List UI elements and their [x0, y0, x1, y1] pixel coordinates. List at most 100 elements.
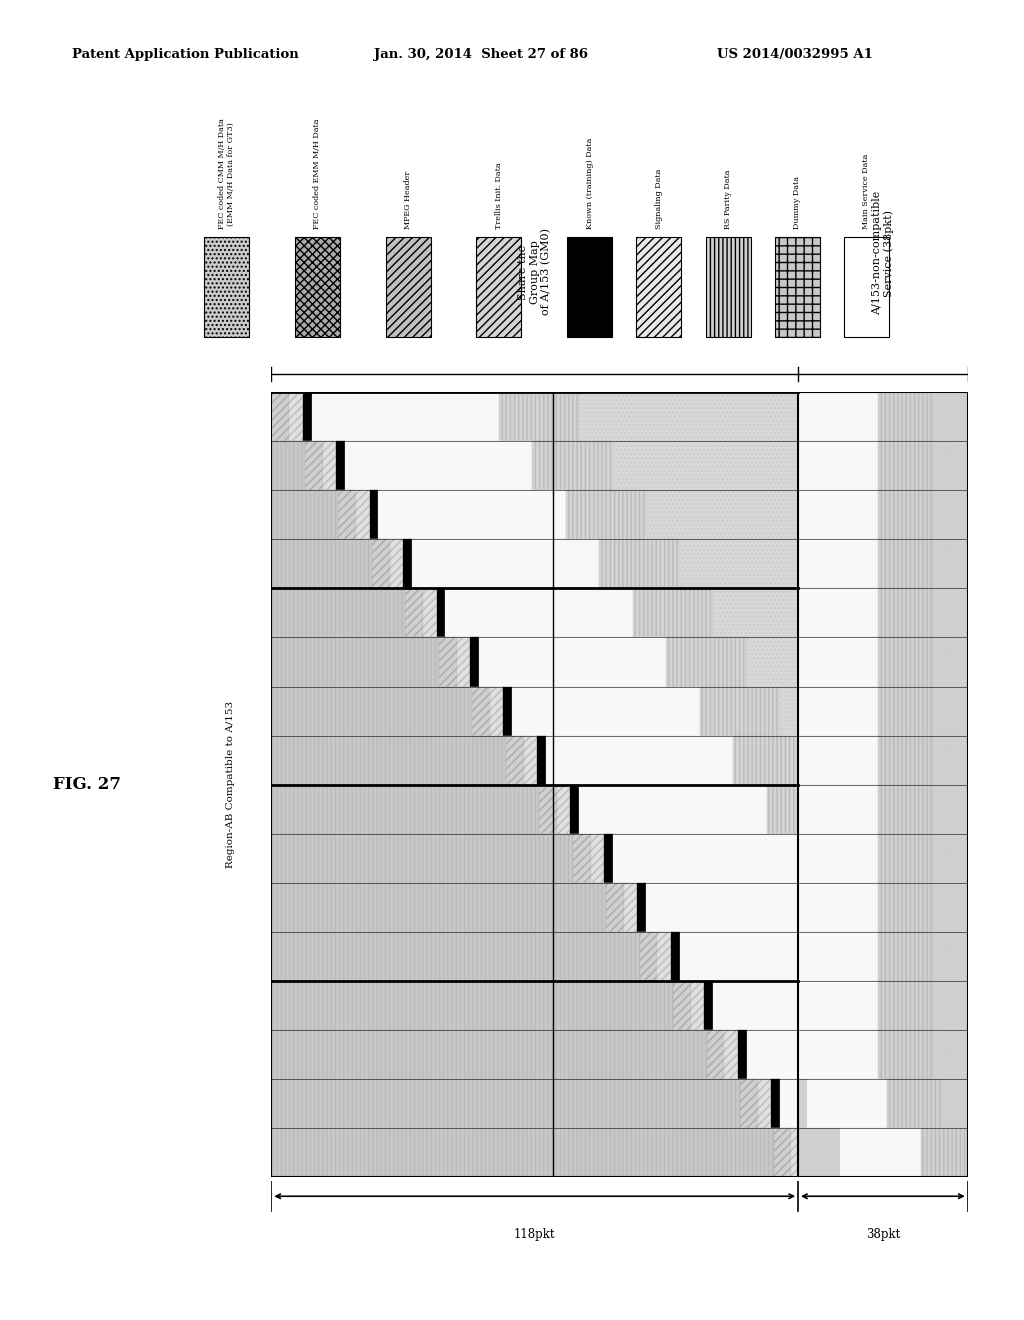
- Bar: [289, 392, 303, 441]
- Bar: [798, 441, 968, 490]
- Bar: [271, 883, 606, 932]
- Bar: [472, 686, 490, 735]
- Bar: [657, 932, 671, 981]
- Bar: [591, 834, 604, 883]
- Bar: [512, 686, 699, 735]
- Bar: [271, 784, 540, 834]
- Text: 38pkt: 38pkt: [865, 1228, 900, 1241]
- Bar: [633, 589, 714, 638]
- Bar: [504, 686, 512, 735]
- Bar: [879, 932, 932, 981]
- Bar: [323, 441, 336, 490]
- Text: Share the
Group Map
of A/153 (GM0): Share the Group Map of A/153 (GM0): [518, 228, 552, 315]
- Bar: [841, 1129, 921, 1177]
- Bar: [271, 589, 406, 638]
- Bar: [336, 441, 345, 490]
- Text: FEC coded EMM M/H Data: FEC coded EMM M/H Data: [313, 119, 322, 230]
- Bar: [624, 883, 637, 932]
- Bar: [673, 981, 691, 1030]
- Bar: [271, 834, 572, 883]
- Bar: [680, 932, 798, 981]
- Bar: [798, 589, 968, 638]
- Bar: [271, 1030, 707, 1080]
- Bar: [775, 238, 819, 338]
- Bar: [771, 1080, 780, 1129]
- Bar: [733, 735, 798, 784]
- Bar: [372, 540, 390, 589]
- Bar: [479, 638, 667, 686]
- Bar: [271, 1129, 798, 1177]
- Bar: [798, 490, 968, 540]
- Bar: [406, 589, 423, 638]
- Bar: [879, 540, 932, 589]
- Bar: [798, 932, 968, 981]
- Bar: [637, 883, 646, 932]
- Bar: [746, 1030, 798, 1080]
- Bar: [798, 1030, 968, 1080]
- Bar: [546, 735, 733, 784]
- Bar: [423, 589, 436, 638]
- Bar: [271, 1030, 798, 1080]
- Bar: [879, 686, 932, 735]
- Bar: [691, 981, 705, 1030]
- Text: Signaling Data: Signaling Data: [654, 169, 663, 230]
- Bar: [714, 981, 798, 1030]
- Bar: [271, 735, 506, 784]
- Bar: [879, 735, 932, 784]
- Bar: [379, 490, 566, 540]
- Bar: [798, 735, 968, 784]
- Bar: [567, 238, 612, 338]
- Bar: [792, 1129, 798, 1177]
- Bar: [271, 932, 640, 981]
- Bar: [606, 883, 624, 932]
- Bar: [303, 392, 311, 441]
- Bar: [798, 392, 879, 441]
- Bar: [879, 1030, 932, 1080]
- Bar: [390, 540, 403, 589]
- Bar: [879, 392, 932, 441]
- Bar: [295, 238, 340, 338]
- Bar: [879, 834, 932, 883]
- Text: Known (training) Data: Known (training) Data: [586, 139, 594, 230]
- Bar: [879, 981, 932, 1030]
- Bar: [798, 686, 968, 735]
- Bar: [798, 638, 879, 686]
- Bar: [438, 638, 457, 686]
- Bar: [879, 490, 932, 540]
- Bar: [271, 490, 338, 540]
- Text: FIG. 27: FIG. 27: [53, 776, 121, 793]
- Bar: [798, 981, 879, 1030]
- Bar: [570, 784, 580, 834]
- Bar: [311, 392, 499, 441]
- Bar: [356, 490, 370, 540]
- Bar: [798, 735, 879, 784]
- Bar: [271, 735, 798, 784]
- Bar: [566, 490, 646, 540]
- Bar: [338, 490, 356, 540]
- Bar: [537, 735, 546, 784]
- Bar: [798, 638, 968, 686]
- Bar: [271, 441, 798, 490]
- Bar: [798, 834, 879, 883]
- Bar: [798, 883, 879, 932]
- Text: Patent Application Publication: Patent Application Publication: [72, 48, 298, 61]
- Text: 118pkt: 118pkt: [514, 1228, 555, 1241]
- Bar: [271, 490, 798, 540]
- Bar: [798, 392, 968, 441]
- Bar: [879, 784, 932, 834]
- Bar: [798, 540, 879, 589]
- Bar: [271, 883, 798, 932]
- Bar: [879, 589, 932, 638]
- Text: A/153-non-compatible
Service (38pkt): A/153-non-compatible Service (38pkt): [871, 191, 894, 315]
- Bar: [599, 540, 680, 589]
- Bar: [271, 932, 798, 981]
- Bar: [640, 932, 657, 981]
- Bar: [532, 441, 612, 490]
- Bar: [798, 784, 879, 834]
- Bar: [798, 981, 968, 1030]
- Bar: [271, 784, 798, 834]
- Bar: [705, 981, 714, 1030]
- Bar: [921, 1129, 968, 1177]
- Bar: [798, 932, 879, 981]
- Bar: [499, 392, 580, 441]
